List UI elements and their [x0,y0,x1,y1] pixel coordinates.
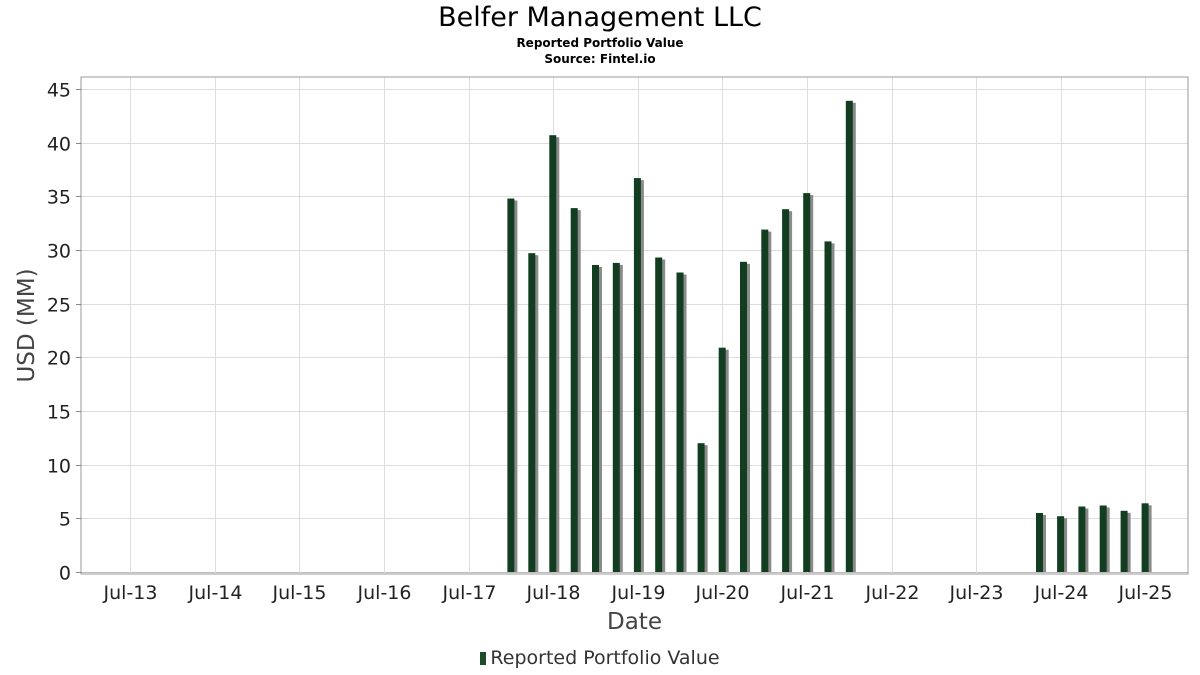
legend-swatch [480,651,487,665]
x-tick-label: Jul-14 [188,582,243,604]
y-axis-ticks: 0 5 10 15 20 25 30 35 40 45 [47,80,81,585]
bar [592,265,599,572]
bar [549,135,557,572]
bar [612,262,620,572]
x-tick-label: Jul-19 [611,582,666,604]
bar [528,253,536,572]
chart-title: Belfer Management LLC [438,2,762,33]
bar [761,229,769,572]
bar [570,208,578,572]
plot-frame [80,76,1189,575]
x-tick-label: Jul-15 [272,582,327,604]
x-tick-label: Jul-24 [1034,582,1089,604]
bar [740,261,747,572]
bar [1141,503,1149,572]
y-tick-label: 15 [47,402,71,424]
x-tick-label: Jul-23 [949,582,1004,604]
x-tick-label: Jul-25 [1118,582,1173,604]
bar [697,443,705,572]
y-tick-label: 5 [59,509,71,531]
bar [845,100,853,573]
x-tick-label: Jul-20 [695,582,750,604]
x-tick-label: Jul-22 [865,582,920,604]
y-tick-label: 25 [47,295,71,317]
bar [1078,506,1086,572]
x-axis-ticks: Jul-13 Jul-14 Jul-15 Jul-16 Jul-17 Jul-18 Jul-… [103,582,1173,604]
bar [676,272,684,572]
bar [1036,513,1043,572]
bar [507,198,515,572]
x-tick-label: Jul-21 [780,582,835,604]
bar [782,209,790,572]
bar [1120,510,1128,572]
bars [507,100,1152,573]
bar [633,178,641,572]
bar [1057,516,1065,572]
bar [824,241,832,572]
x-axis-title: Date [607,609,662,635]
bar [655,257,663,572]
y-tick-label: 30 [47,241,71,263]
y-axis-title: USD (MM) [14,268,40,382]
x-tick-label: Jul-16 [357,582,412,604]
x-tick-label: Jul-13 [103,582,158,604]
chart-source: Source: Fintel.io [544,52,656,66]
x-tick-label: Jul-18 [526,582,581,604]
bar [1099,505,1107,572]
legend: Reported Portfolio Value [0,647,1200,669]
y-tick-label: 0 [59,563,71,585]
x-tick-label: Jul-17 [442,582,497,604]
y-tick-label: 20 [47,348,71,370]
y-tick-label: 35 [47,187,71,209]
bar [718,347,726,572]
bar [803,193,811,572]
y-tick-label: 45 [47,80,71,102]
legend-label: Reported Portfolio Value [490,647,720,669]
y-tick-label: 40 [47,134,71,156]
y-tick-label: 10 [47,456,71,478]
chart-subtitle: Reported Portfolio Value [516,36,684,50]
